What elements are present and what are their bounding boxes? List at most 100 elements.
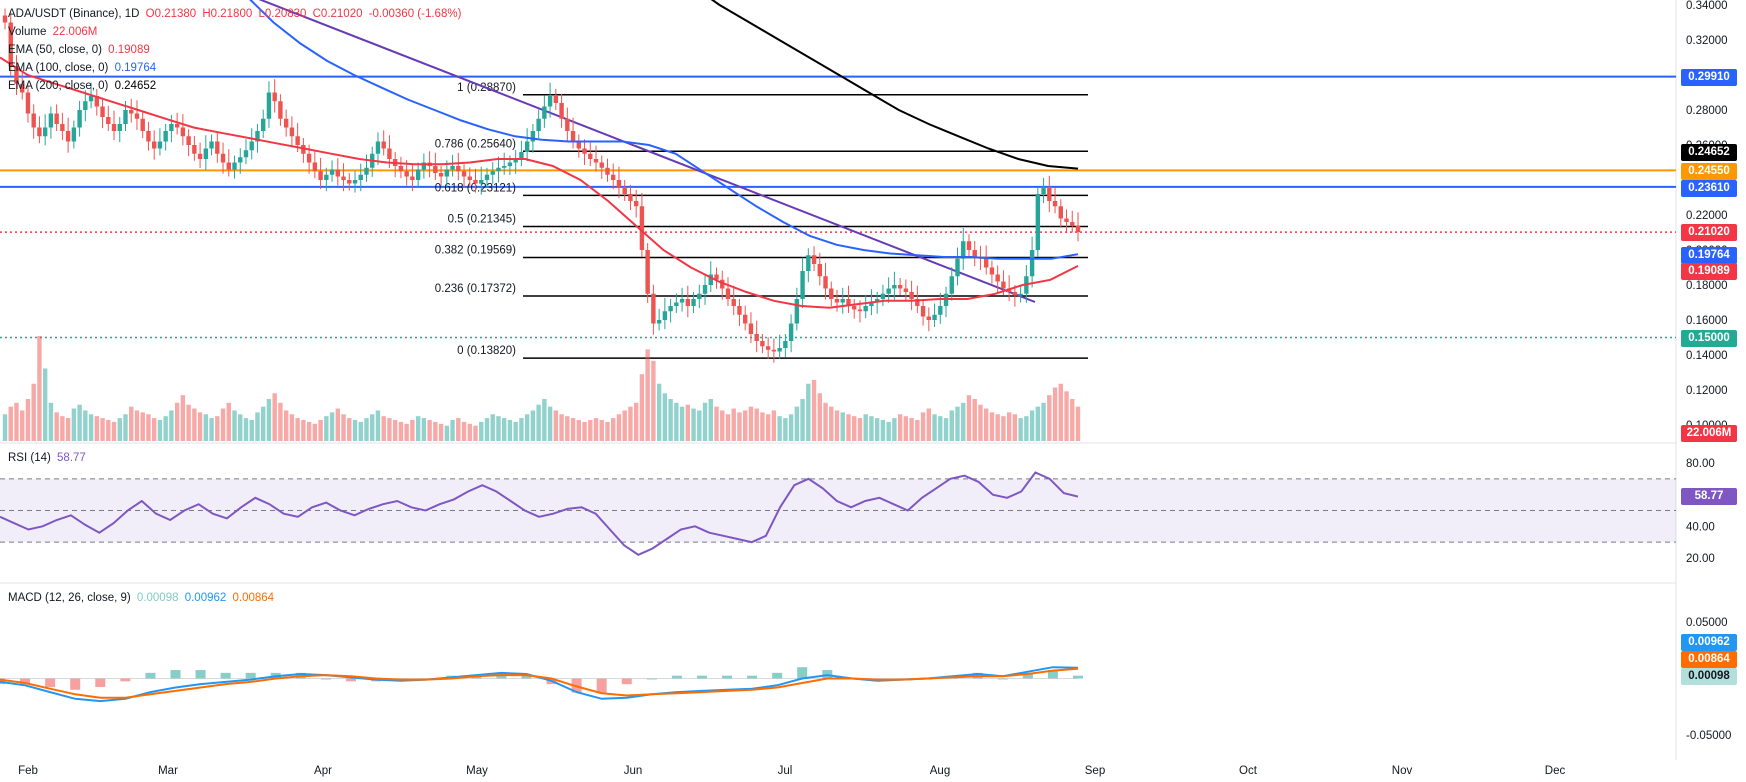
time-tick-label: Mar (158, 765, 178, 777)
volume-bar (197, 412, 203, 441)
candle-body (249, 141, 254, 151)
volume-bar (737, 412, 742, 441)
candle-body (1064, 218, 1069, 222)
macd-histogram-bar (696, 675, 707, 679)
candle-body (8, 22, 13, 67)
candle-body (915, 299, 920, 306)
volume-bar (622, 410, 627, 441)
volume-bar (633, 402, 639, 441)
volume-bar (846, 414, 851, 441)
candle-body (232, 162, 237, 170)
volume-bar (243, 418, 249, 441)
volume-bar (605, 421, 610, 441)
candle-body (966, 241, 972, 250)
candle-body (215, 141, 220, 154)
ema50-line (0, 56, 1079, 309)
volume-bar (410, 420, 415, 441)
candle-body (702, 285, 708, 294)
rsi-legend[interactable]: RSI (14) 58.77 (8, 452, 89, 464)
volume-bar (220, 408, 226, 441)
ema200-legend[interactable]: EMA (200, close, 0) 0.24652 (8, 80, 159, 92)
macd-histogram-bar (45, 678, 56, 687)
candle-body (972, 250, 977, 257)
volume-bar (570, 418, 576, 441)
volume-bar (857, 418, 863, 441)
candle-body (909, 292, 914, 299)
macd-histogram-bar (95, 678, 106, 687)
candle-body (347, 180, 352, 184)
volume-bar (306, 421, 312, 441)
candle-body (169, 124, 174, 131)
rsi-tick-label: 80.00 (1686, 458, 1715, 470)
candle-body (387, 148, 392, 159)
volume-bar (20, 410, 25, 441)
horizontal-levels (0, 75, 1676, 339)
candle-body (255, 131, 260, 142)
candle-body (1058, 206, 1063, 219)
volume-bar (117, 418, 122, 441)
ema50-legend[interactable]: EMA (50, close, 0) 0.19089 (8, 44, 153, 56)
volume-bar (37, 336, 42, 441)
volume-bar (364, 418, 369, 441)
candle-body (737, 306, 742, 315)
candle-body (697, 293, 702, 299)
volume-bar (123, 414, 128, 441)
candle-body (1035, 194, 1041, 250)
volume-bar (226, 402, 231, 441)
volume-bar (765, 414, 771, 441)
candle-body (1070, 222, 1075, 226)
volume-bar (565, 416, 570, 441)
candle-body (94, 96, 100, 107)
ema200-label: EMA (200, close, 0) (8, 80, 109, 92)
badge-volume: 22.006M (1681, 425, 1737, 442)
volume-bar (524, 414, 530, 441)
candle-body (140, 118, 145, 131)
volume-legend[interactable]: Volume 22.006M (8, 26, 100, 38)
candle-body (77, 110, 82, 128)
volume-bars (2, 336, 1081, 441)
rsi-band (0, 478, 1676, 543)
candle-body (576, 141, 581, 149)
candle-body (588, 153, 593, 159)
macd-hist-value: 0.00098 (136, 592, 179, 604)
volume-bar (232, 410, 237, 441)
candle-body (1029, 250, 1035, 277)
volume-bar (869, 416, 874, 441)
volume-bar (31, 383, 36, 441)
badge-signal: 0.00864 (1681, 651, 1737, 668)
symbol-legend: ADA/USDT (Binance), 1D O0.21380 H0.21800… (8, 8, 464, 20)
candle-body (335, 169, 341, 177)
candle-body (932, 314, 937, 320)
candle-body (748, 323, 754, 334)
badge-orange-level: 0.24550 (1681, 163, 1737, 180)
macd-legend[interactable]: MACD (12, 26, close, 9) 0.00098 0.00962 … (8, 592, 277, 604)
volume-bar (375, 410, 381, 441)
time-tick-label: Oct (1239, 765, 1258, 777)
volume-bar (794, 406, 800, 441)
candle-body (903, 288, 909, 292)
volume-bar (272, 393, 277, 441)
volume-bar (48, 402, 54, 441)
volume-bar (720, 410, 725, 441)
candle-body (461, 171, 467, 177)
volume-bar (926, 408, 932, 441)
price-candles (2, 8, 1081, 363)
volume-bar (289, 414, 295, 441)
candle-body (54, 113, 59, 124)
volume-bar (301, 420, 306, 441)
ema100-legend[interactable]: EMA (100, close, 0) 0.19764 (8, 62, 159, 74)
candle-body (961, 241, 966, 259)
time-tick-label: Aug (930, 765, 950, 777)
volume-bar (54, 412, 59, 441)
candle-body (25, 92, 31, 114)
volume-bar (203, 414, 209, 441)
candle-body (341, 176, 346, 180)
candle-body (852, 306, 857, 310)
symbol-title[interactable]: ADA/USDT (Binance), 1D (8, 8, 140, 20)
candle-body (806, 255, 811, 271)
candle-body (783, 341, 788, 348)
candle-body (438, 173, 444, 177)
volume-bar (404, 423, 409, 441)
volume-bar (25, 399, 31, 441)
